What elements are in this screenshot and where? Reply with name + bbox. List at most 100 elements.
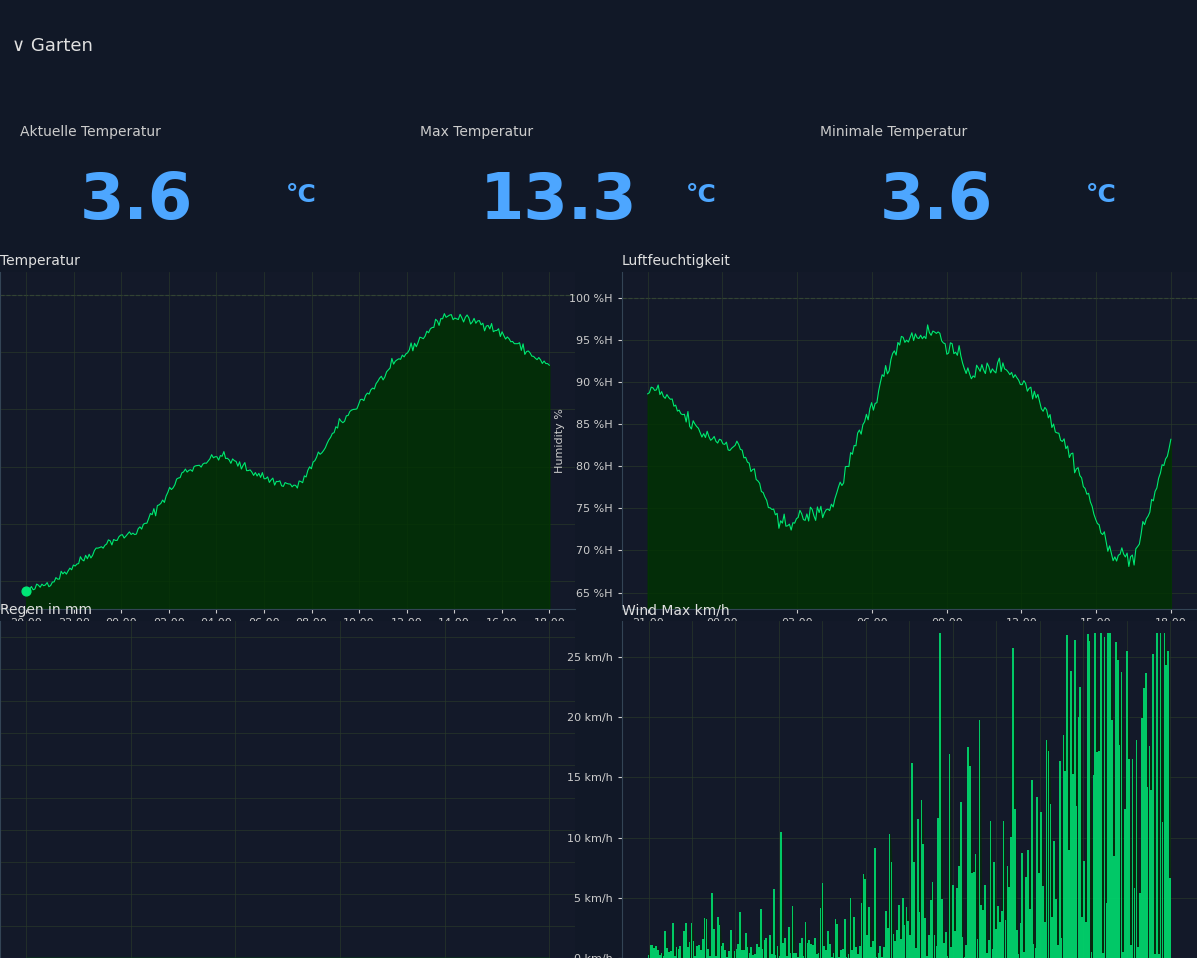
Bar [1169, 878, 1171, 958]
Bar [1021, 853, 1023, 958]
Bar [967, 747, 970, 958]
Bar [688, 942, 691, 958]
Bar [834, 920, 837, 958]
Bar [887, 928, 888, 958]
Bar [780, 833, 782, 958]
Bar [650, 946, 651, 958]
Bar [844, 919, 845, 958]
Legend: humidity: humidity [627, 626, 717, 645]
Bar [748, 953, 751, 958]
Bar [1007, 866, 1008, 958]
Bar [948, 754, 950, 958]
Bar [1083, 860, 1084, 958]
Bar [974, 854, 977, 958]
Legend: temperatur: temperatur [6, 626, 109, 645]
Bar [821, 883, 824, 958]
Bar [1043, 886, 1044, 958]
Text: 13.3: 13.3 [480, 171, 637, 232]
Bar [701, 939, 704, 958]
Text: Max Temperatur: Max Temperatur [420, 125, 533, 139]
Bar [710, 956, 711, 958]
Bar [667, 948, 668, 958]
Bar [801, 938, 803, 958]
Text: Wind Max km/h: Wind Max km/h [621, 603, 729, 617]
Bar [971, 873, 973, 958]
Bar [900, 939, 901, 958]
Bar [864, 879, 867, 958]
Bar [1141, 718, 1143, 958]
Bar [907, 922, 910, 958]
Bar [734, 951, 735, 958]
Bar [1166, 665, 1167, 958]
Bar [663, 956, 664, 958]
Bar [1080, 687, 1081, 958]
Bar [919, 912, 920, 958]
Bar [812, 946, 814, 958]
Bar [1128, 759, 1130, 958]
Bar [1120, 672, 1123, 958]
Bar [1008, 886, 1010, 958]
Bar [885, 911, 887, 958]
Bar [1044, 923, 1046, 958]
Bar [705, 919, 707, 958]
Bar [1144, 673, 1147, 958]
Bar [751, 947, 752, 958]
Bar [816, 954, 818, 958]
Bar [1057, 946, 1058, 958]
Bar [1016, 930, 1017, 958]
Bar [983, 910, 984, 958]
Bar [1055, 899, 1057, 958]
Bar [758, 947, 760, 958]
Bar [745, 933, 747, 958]
Bar [1023, 952, 1025, 958]
Text: °C: °C [686, 183, 717, 207]
Bar [1160, 633, 1161, 958]
Bar [764, 941, 765, 958]
Bar [658, 955, 661, 958]
Bar [1087, 634, 1088, 958]
Bar [724, 949, 727, 958]
Bar [761, 949, 764, 958]
Bar [910, 935, 911, 958]
Bar [991, 949, 994, 958]
Bar [691, 924, 692, 958]
Bar [833, 953, 834, 958]
Bar [1038, 873, 1040, 958]
Bar [1017, 954, 1020, 958]
Bar [1034, 948, 1037, 958]
Bar [1137, 947, 1140, 958]
Bar [936, 947, 937, 958]
Bar [1064, 771, 1067, 958]
Bar [1070, 672, 1071, 958]
Bar [700, 950, 701, 958]
Bar [859, 947, 861, 958]
Bar [757, 945, 758, 958]
Bar [915, 947, 917, 958]
Text: Aktuelle Temperatur: Aktuelle Temperatur [20, 125, 160, 139]
Bar [913, 862, 915, 958]
Bar [790, 952, 791, 958]
Bar [937, 818, 940, 958]
Bar [863, 874, 864, 958]
Bar [941, 899, 943, 958]
Bar [791, 905, 794, 958]
Bar [1126, 650, 1128, 958]
Bar [1157, 954, 1160, 958]
Bar [713, 929, 715, 958]
Bar [1153, 654, 1154, 958]
Bar [857, 954, 858, 958]
Bar [1010, 836, 1011, 958]
Bar [777, 947, 778, 958]
Bar [1037, 797, 1038, 958]
Bar [1150, 789, 1153, 958]
Bar [1014, 809, 1016, 958]
Bar [651, 946, 654, 958]
Bar [1163, 633, 1165, 958]
Bar [984, 885, 986, 958]
Bar [760, 909, 761, 958]
Bar [1106, 903, 1107, 958]
Bar [837, 924, 838, 958]
Bar [1046, 740, 1047, 958]
Bar [943, 943, 944, 958]
Bar [814, 938, 815, 958]
